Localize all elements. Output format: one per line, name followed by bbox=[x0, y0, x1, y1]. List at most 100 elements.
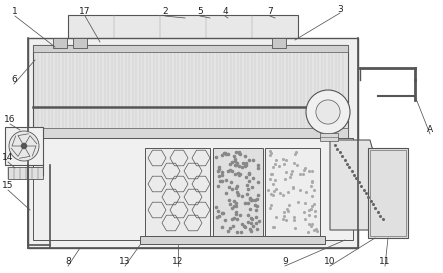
Point bbox=[236, 150, 243, 154]
Point bbox=[296, 188, 303, 192]
Point bbox=[231, 159, 238, 163]
Point bbox=[248, 216, 255, 220]
Point bbox=[249, 158, 256, 162]
Circle shape bbox=[306, 90, 350, 134]
Point bbox=[225, 152, 232, 156]
Bar bbox=[145, 148, 210, 236]
Bar bbox=[53, 38, 67, 48]
Point bbox=[215, 174, 222, 179]
Point bbox=[284, 207, 291, 212]
Point bbox=[227, 202, 234, 206]
Point bbox=[289, 186, 296, 190]
Point bbox=[255, 180, 262, 184]
Point bbox=[226, 168, 233, 172]
Point bbox=[245, 171, 252, 176]
Bar bbox=[33, 128, 348, 140]
Point bbox=[267, 149, 274, 153]
Point bbox=[254, 162, 261, 167]
Point bbox=[241, 225, 249, 229]
Text: 4: 4 bbox=[222, 7, 228, 16]
Text: 13: 13 bbox=[119, 257, 131, 266]
Point bbox=[241, 200, 249, 205]
Point bbox=[308, 204, 315, 209]
Point bbox=[241, 224, 248, 228]
Point bbox=[234, 192, 241, 196]
Point bbox=[253, 220, 260, 225]
Point bbox=[285, 203, 292, 208]
Point bbox=[305, 207, 312, 212]
Point bbox=[233, 212, 240, 216]
Point bbox=[269, 225, 276, 229]
Bar bbox=[8, 167, 43, 179]
Point bbox=[300, 168, 307, 173]
Point bbox=[280, 162, 288, 166]
Point bbox=[242, 163, 249, 167]
Text: 15: 15 bbox=[2, 182, 14, 191]
Point bbox=[292, 152, 299, 156]
Point bbox=[242, 175, 249, 179]
Circle shape bbox=[9, 131, 39, 161]
Point bbox=[233, 161, 240, 165]
Point bbox=[251, 197, 258, 202]
Point bbox=[279, 217, 286, 221]
Point bbox=[233, 230, 241, 234]
Point bbox=[213, 155, 220, 159]
Point bbox=[233, 217, 240, 221]
Point bbox=[220, 210, 227, 215]
Point bbox=[243, 192, 250, 196]
Point bbox=[246, 197, 253, 201]
Point bbox=[265, 188, 272, 192]
Circle shape bbox=[316, 100, 340, 124]
Point bbox=[231, 154, 238, 158]
Point bbox=[308, 168, 315, 173]
Text: 16: 16 bbox=[4, 115, 16, 124]
Point bbox=[306, 168, 313, 173]
Point bbox=[247, 226, 254, 231]
Point bbox=[280, 210, 288, 214]
Point bbox=[284, 209, 291, 213]
Point bbox=[272, 178, 279, 182]
Point bbox=[231, 171, 238, 176]
Bar bbox=[272, 38, 286, 48]
Point bbox=[311, 209, 319, 213]
Point bbox=[267, 206, 274, 210]
Point bbox=[289, 185, 296, 189]
Point bbox=[228, 169, 235, 173]
Text: 12: 12 bbox=[172, 257, 184, 266]
Point bbox=[244, 201, 251, 205]
Bar bbox=[73, 38, 87, 48]
Point bbox=[215, 165, 222, 169]
Point bbox=[290, 161, 297, 165]
Point bbox=[311, 188, 318, 192]
Point bbox=[222, 191, 229, 195]
Point bbox=[229, 160, 236, 164]
Point bbox=[236, 151, 243, 156]
Point bbox=[222, 218, 229, 222]
Point bbox=[244, 220, 251, 224]
Point bbox=[312, 214, 319, 218]
Point bbox=[244, 183, 251, 188]
Point bbox=[281, 177, 288, 181]
Point bbox=[308, 194, 315, 198]
Point bbox=[218, 170, 225, 174]
Point bbox=[225, 198, 233, 202]
Point bbox=[221, 151, 228, 155]
Point bbox=[267, 192, 274, 196]
Point bbox=[231, 216, 238, 220]
Point bbox=[276, 191, 284, 195]
Text: 5: 5 bbox=[197, 7, 203, 16]
Point bbox=[267, 203, 274, 207]
Point bbox=[305, 222, 312, 227]
Point bbox=[307, 207, 314, 212]
Point bbox=[218, 224, 225, 229]
Bar bbox=[33, 45, 348, 52]
Text: 8: 8 bbox=[65, 257, 71, 266]
Point bbox=[232, 163, 239, 167]
Point bbox=[232, 210, 239, 214]
Text: 10: 10 bbox=[324, 257, 336, 266]
Point bbox=[239, 161, 246, 165]
Text: 11: 11 bbox=[379, 257, 391, 266]
Point bbox=[313, 228, 320, 233]
Bar bbox=[368, 148, 408, 238]
Point bbox=[214, 215, 221, 219]
